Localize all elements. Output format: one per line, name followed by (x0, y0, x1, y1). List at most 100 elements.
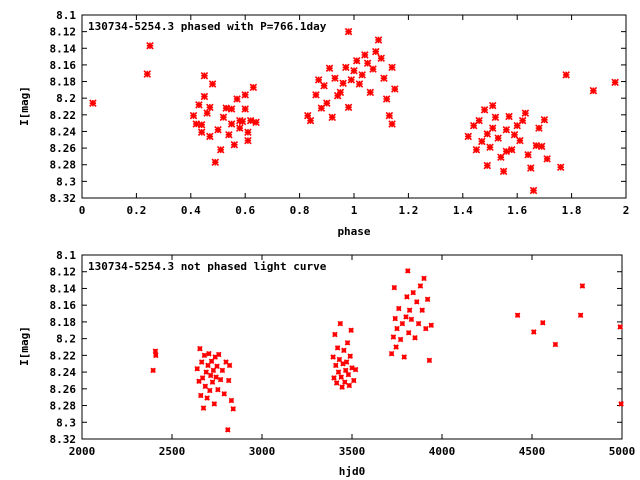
data-point (531, 329, 537, 335)
data-point (241, 105, 249, 113)
data-point (543, 155, 551, 163)
data-point (230, 140, 239, 149)
x-tick-label: 1.2 (398, 204, 418, 217)
data-point (417, 283, 424, 289)
data-point (331, 74, 339, 82)
x-tick-label: 0.4 (181, 204, 201, 217)
data-point (424, 296, 431, 303)
data-point (215, 386, 221, 393)
y-tick-label: 8.1 (56, 249, 76, 262)
data-point (216, 351, 222, 358)
data-point (579, 283, 586, 289)
data-point (192, 120, 201, 128)
data-point (516, 136, 524, 145)
data-point (244, 136, 252, 145)
data-point (352, 366, 359, 373)
y-tick-label: 8.3 (56, 175, 76, 188)
x-tick-label: 1.8 (562, 204, 582, 217)
data-point (399, 320, 406, 327)
x-tick-label: 4000 (429, 445, 456, 458)
data-point (207, 372, 214, 379)
data-point (529, 186, 538, 195)
data-point (339, 384, 345, 390)
phased-light-curve-panel: 130734-5254.3 phased with P=766.1day pha… (18, 9, 629, 238)
data-point (380, 74, 388, 82)
y-tick-label: 8.18 (50, 76, 77, 89)
y-tick-label: 8.2 (56, 333, 76, 346)
data-point (216, 145, 225, 154)
data-point (391, 85, 399, 93)
data-point (206, 132, 214, 141)
y-axis-label: I[mag] (18, 86, 31, 126)
plot-frame (81, 14, 627, 199)
data-point (423, 325, 429, 332)
data-point (204, 395, 210, 401)
data-point (428, 322, 434, 329)
data-point (205, 362, 211, 369)
data-point (323, 99, 331, 107)
data-point (472, 145, 481, 154)
data-point (230, 406, 236, 412)
data-point (345, 371, 352, 378)
data-point (152, 348, 159, 354)
data-point (393, 344, 399, 350)
x-tick-label: 0.8 (290, 204, 310, 217)
data-point (219, 113, 228, 122)
x-tick-label: 0.2 (126, 204, 146, 217)
data-point (540, 116, 549, 124)
data-point (390, 334, 397, 340)
unphased-light-curve-panel: 130734-5254.3 not phased light curve hjd… (18, 249, 635, 478)
data-point (363, 59, 372, 68)
data-point (194, 365, 200, 372)
data-point (211, 158, 220, 166)
data-point (89, 99, 97, 107)
data-point (213, 374, 219, 380)
data-point (203, 369, 209, 375)
x-tick-label: 4500 (519, 445, 546, 458)
axis-ticks: 0 0.2 0.4 0.6 0.8 1 1.2 1.4 1.6 1.8 2 8.1 8.12 8.14 8.… (50, 9, 630, 217)
data-point (527, 164, 535, 172)
data-point (335, 369, 342, 375)
y-tick-label: 8.32 (50, 433, 77, 446)
data-point (352, 56, 361, 65)
data-point (366, 88, 375, 97)
data-point (483, 130, 492, 138)
data-point (421, 275, 427, 282)
x-tick-label: 2 (623, 204, 630, 217)
x-tick-label: 1.6 (507, 204, 527, 217)
data-point (342, 379, 348, 385)
data-point (562, 71, 570, 79)
data-point (510, 131, 519, 139)
data-point (475, 116, 483, 125)
x-tick-label: 1.4 (453, 204, 473, 217)
data-point (330, 354, 336, 360)
data-point (334, 345, 341, 351)
data-point (227, 105, 236, 113)
data-point (617, 324, 623, 330)
data-point (225, 377, 232, 384)
data-point (235, 124, 244, 132)
data-point (344, 103, 353, 112)
data-point (369, 65, 377, 73)
data-point (514, 312, 521, 318)
data-point (333, 362, 339, 369)
data-point (241, 91, 249, 99)
data-point (201, 352, 208, 359)
data-point (252, 118, 260, 127)
data-point (414, 299, 420, 305)
data-point (346, 382, 353, 389)
y-tick-label: 8.16 (50, 299, 77, 312)
x-tick-label: 2500 (159, 445, 186, 458)
data-point (341, 347, 347, 354)
data-point (246, 116, 255, 125)
data-point (195, 101, 203, 109)
data-point (499, 167, 508, 176)
y-tick-label: 8.32 (50, 192, 77, 205)
data-point (202, 383, 209, 390)
x-tick-label: 0 (79, 204, 86, 217)
axis-ticks: 2000 2500 3000 3500 4000 4500 5000 8.1 8.12 8.14 8… (50, 249, 636, 458)
data-point (385, 111, 394, 120)
x-axis-label: hjd0 (339, 465, 366, 478)
data-point (618, 401, 624, 407)
